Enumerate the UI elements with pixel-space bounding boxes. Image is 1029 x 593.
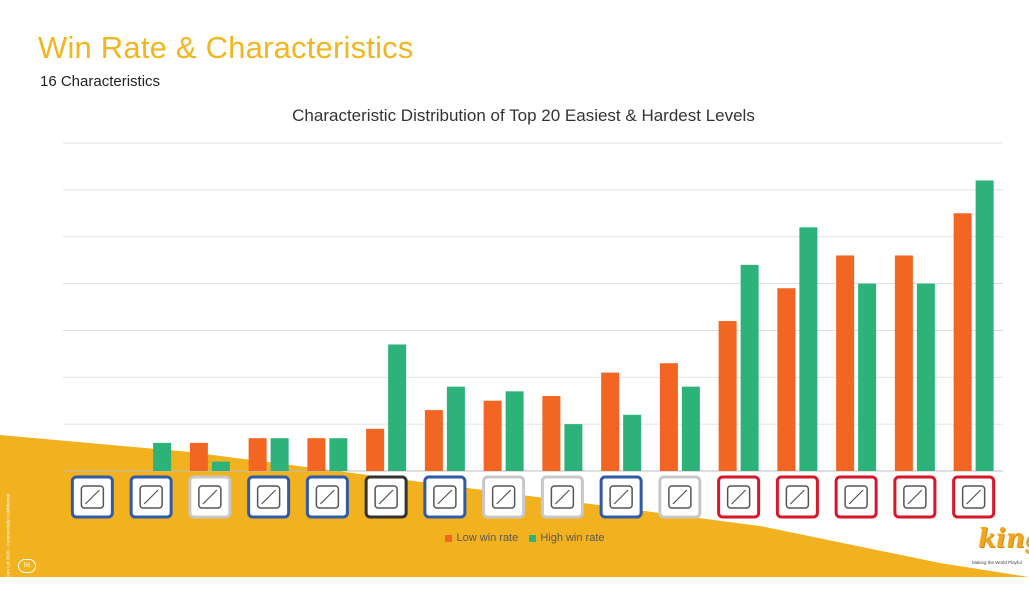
c2-icon-glyph-mark [143, 489, 159, 505]
bar-high-12 [740, 264, 759, 471]
bar-high-6 [388, 344, 407, 471]
bar-high-10 [623, 414, 642, 471]
bar-high-13 [799, 227, 818, 471]
c14-icon-glyph-mark [848, 489, 864, 505]
legend-item-high: High win rate [529, 532, 605, 544]
logo-wordmark: king [978, 524, 1029, 554]
bar-high-8 [505, 391, 524, 471]
king-logo: king Making the World Playful [972, 524, 1029, 572]
bar-low-9 [542, 396, 561, 471]
bar-high-7 [446, 386, 465, 471]
bar-high-2 [153, 442, 172, 471]
c10-icon-glyph-mark [613, 489, 629, 505]
legend-item-low: Low win rate [445, 532, 518, 544]
c7-icon-glyph-mark [437, 489, 453, 505]
c12-icon-glyph-mark [731, 489, 747, 505]
bar-high-15 [916, 283, 935, 471]
legend-swatch-low [445, 534, 453, 542]
bar-low-6 [366, 428, 385, 471]
bar-high-14 [858, 283, 877, 471]
bar-chart [63, 142, 1003, 519]
bar-high-4 [270, 438, 289, 471]
bar-low-15 [894, 255, 913, 471]
bar-low-7 [424, 410, 443, 471]
bar-high-11 [681, 386, 700, 471]
bar-low-12 [718, 321, 737, 471]
legend-swatch-high [529, 534, 537, 542]
bar-low-11 [659, 363, 678, 471]
c11-icon-glyph-mark [672, 489, 688, 505]
c16-icon-glyph-mark [966, 489, 982, 505]
bar-high-16 [975, 180, 994, 471]
c15-icon-glyph-mark [907, 489, 923, 505]
c1-icon-glyph-mark [84, 489, 100, 505]
bar-low-8 [483, 400, 502, 471]
bar-low-5 [307, 438, 326, 471]
c4-icon-glyph-mark [261, 489, 277, 505]
bar-low-3 [189, 442, 208, 471]
legend-label-high: High win rate [540, 532, 605, 544]
bar-high-3 [211, 461, 230, 471]
slide-title: Win Rate & Characteristics [38, 30, 414, 65]
bar-low-10 [601, 372, 620, 471]
bar-high-9 [564, 424, 583, 471]
c3-icon-glyph-mark [202, 489, 218, 505]
c9-icon-glyph-mark [554, 489, 570, 505]
logo-tagline: Making the World Playful [972, 560, 1022, 565]
c13-icon-glyph-mark [789, 489, 805, 505]
chart-title: Characteristic Distribution of Top 20 Ea… [292, 106, 755, 125]
c8-icon-glyph-mark [496, 489, 512, 505]
c6-icon-glyph-mark [378, 489, 394, 505]
copyright-notice: © King.com Ltd 2020 - Commercially Confi… [5, 494, 11, 593]
slide-subtitle: 16 Characteristics [40, 73, 161, 90]
legend-label-low: Low win rate [456, 532, 519, 544]
bar-high-5 [329, 438, 348, 471]
bar-low-14 [836, 255, 855, 471]
c5-icon-glyph-mark [319, 489, 335, 505]
page-number: 56 [18, 559, 36, 573]
chart-legend: Low win rate High win rate [0, 532, 1029, 544]
bar-low-16 [953, 213, 972, 472]
bar-low-13 [777, 288, 796, 471]
bar-low-4 [248, 438, 267, 471]
